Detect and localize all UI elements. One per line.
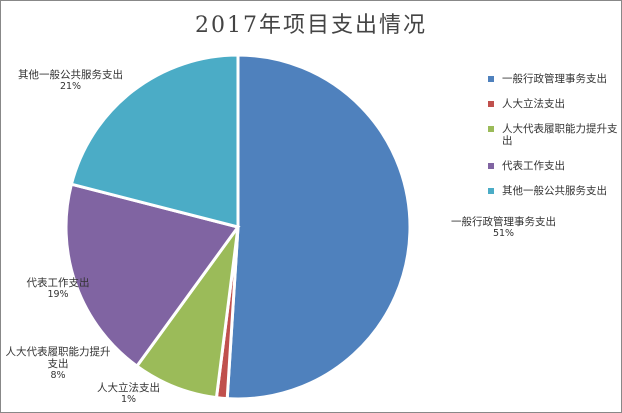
data-label: 人大代表履职能力提升支出 8% — [3, 346, 113, 382]
pie-slice — [69, 53, 240, 229]
data-label-name: 其他一般公共服务支出 — [18, 69, 123, 81]
legend-label: 其他一般公共服务支出 — [502, 185, 607, 197]
data-label-value: 51% — [492, 228, 515, 239]
pie-slice — [225, 53, 412, 401]
legend-label: 人大代表履职能力提升支出 — [502, 123, 618, 147]
data-label: 人大立法支出 1% — [86, 382, 171, 406]
legend-item: 代表工作支出 — [488, 160, 618, 172]
data-label-value: 21% — [59, 81, 82, 92]
legend-swatch — [488, 126, 494, 132]
legend-label: 人大立法支出 — [502, 98, 565, 110]
legend-swatch — [488, 188, 494, 194]
legend-swatch — [488, 163, 494, 169]
data-label-name: 代表工作支出 — [26, 277, 90, 289]
legend-label: 代表工作支出 — [502, 160, 565, 172]
data-label-value: 8% — [50, 370, 66, 381]
legend: 一般行政管理事务支出 人大立法支出人大代表履职能力提升支出代表工作支出其他一般公共… — [488, 73, 618, 210]
legend-swatch — [488, 76, 494, 82]
data-label-value: 1% — [120, 394, 137, 405]
data-label: 其他一般公共服务支出 21% — [3, 69, 138, 93]
legend-item: 人大立法支出 — [488, 98, 618, 110]
legend-label: 一般行政管理事务支出 — [502, 73, 607, 85]
legend-swatch — [488, 101, 494, 107]
data-label-name: 人大立法支出 — [97, 382, 160, 394]
data-label: 一般行政管理事务支出 51% — [451, 216, 556, 240]
pie-slice — [64, 182, 241, 369]
data-label-name: 一般行政管理事务支出 — [451, 216, 556, 228]
data-label-name: 人大代表履职能力提升支出 — [5, 346, 111, 370]
data-label: 代表工作支出 19% — [3, 277, 113, 301]
legend-item: 其他一般公共服务支出 — [488, 185, 618, 197]
legend-item: 一般行政管理事务支出 — [488, 73, 618, 85]
legend-item: 人大代表履职能力提升支出 — [488, 123, 618, 147]
chart-title: 2017年项目支出情况 — [195, 13, 427, 38]
data-label-value: 19% — [47, 289, 69, 300]
